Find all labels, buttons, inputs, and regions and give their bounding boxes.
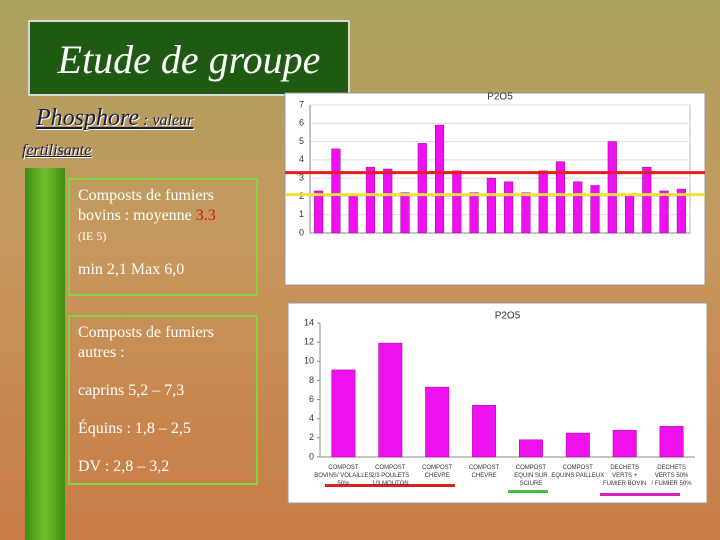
bar bbox=[452, 170, 462, 234]
x-tick-label: COMPOST EQUINS PAILLEUX bbox=[551, 465, 604, 479]
bar bbox=[469, 192, 479, 234]
bar bbox=[314, 190, 324, 234]
bar bbox=[565, 432, 590, 458]
y-tick-label: 5 bbox=[299, 136, 304, 146]
subtitle-line2: fertilisante bbox=[22, 142, 92, 159]
label-line: 2/3 POULETS bbox=[371, 473, 409, 479]
bar bbox=[538, 170, 548, 234]
bar bbox=[624, 194, 635, 234]
subtitle-rest: : valeur bbox=[139, 112, 194, 129]
bar bbox=[555, 161, 566, 234]
bar bbox=[383, 168, 393, 234]
bar bbox=[417, 143, 427, 234]
y-tick-label: 6 bbox=[309, 394, 314, 404]
label-line: 50% bbox=[337, 481, 350, 487]
text-box: Composts de fumiers autres : caprins 5,2… bbox=[68, 315, 258, 485]
label-line: VERTS + bbox=[612, 473, 638, 479]
label-line: CHEVRE bbox=[472, 473, 497, 479]
x-tick-label: COMPOST EQUIN SUR SCIURE bbox=[514, 465, 548, 487]
label-line: EQUINS PAILLEUX bbox=[551, 473, 604, 479]
bar bbox=[573, 181, 583, 234]
box-line: caprins 5,2 – 7,3 bbox=[78, 382, 185, 399]
x-tick-label: DECHETS VERTS 50% / FUMIER 50% bbox=[652, 465, 693, 487]
label-line: COMPOST bbox=[328, 465, 359, 471]
bar bbox=[331, 148, 341, 234]
label-line: SCIURE bbox=[520, 481, 543, 487]
slide-title: Etude de groupe bbox=[28, 20, 350, 96]
y-tick-label: 6 bbox=[299, 118, 304, 128]
x-tick-label: COMPOST BOVINS/ VOLAILLES 50% bbox=[314, 465, 372, 487]
box-text: Composts de fumiers bovins : moyenne 3.3 bbox=[78, 186, 248, 226]
y-tick-label: 10 bbox=[304, 356, 314, 366]
bar bbox=[504, 181, 514, 234]
y-tick-label: 0 bbox=[299, 227, 304, 237]
subtitle-main: Phosphore bbox=[36, 105, 140, 131]
group-underline bbox=[325, 484, 455, 487]
bar bbox=[378, 342, 403, 458]
bar bbox=[472, 405, 497, 458]
y-tick-label: 4 bbox=[309, 413, 314, 423]
box-line: Composts de fumiers bovins : moyenne bbox=[78, 187, 214, 224]
subtitle: Phosphore : valeur bbox=[36, 105, 193, 132]
bar bbox=[400, 192, 410, 234]
bar bbox=[518, 439, 543, 458]
label-line: COMPOST bbox=[469, 465, 500, 471]
box-line: DV : 2,8 – 3,2 bbox=[78, 458, 170, 475]
label-line: VERTS 50% bbox=[655, 473, 689, 479]
label-line: FUMIER BOVIN bbox=[603, 481, 646, 487]
box-note: (IE 5) bbox=[78, 229, 107, 243]
y-tick-label: 8 bbox=[309, 375, 314, 385]
bar bbox=[348, 194, 358, 234]
bar bbox=[612, 429, 637, 458]
bar bbox=[365, 166, 376, 234]
bar bbox=[659, 426, 684, 458]
bar bbox=[676, 188, 686, 234]
label-line: COMPOST bbox=[422, 465, 453, 471]
y-tick-label: 7 bbox=[299, 99, 304, 109]
x-tick-label: COMPOST 2/3 POULETS 1/3 MOUTON bbox=[371, 465, 409, 487]
bar bbox=[331, 369, 356, 458]
label-line: / FUMIER 50% bbox=[652, 481, 693, 487]
x-tick-label: DECHETS VERTS + FUMIER BOVIN bbox=[603, 465, 646, 487]
bar bbox=[607, 141, 617, 234]
label-line: EQUIN SUR bbox=[514, 473, 548, 479]
bar bbox=[425, 386, 450, 458]
text-box: Composts de fumiers bovins : moyenne 3.3… bbox=[68, 178, 258, 296]
label-line: COMPOST bbox=[375, 465, 406, 471]
label-line: BOVINS/ VOLAILLES bbox=[314, 473, 372, 479]
group-underline bbox=[600, 493, 680, 496]
label-line: DECHETS bbox=[657, 465, 686, 471]
chart-panel bbox=[287, 302, 708, 504]
box-line: Composts de fumiers autres : bbox=[78, 324, 214, 361]
label-line: 1/3 MOUTON bbox=[372, 481, 409, 487]
y-tick-label: 1 bbox=[299, 209, 304, 219]
chart-title: P2O5 bbox=[495, 311, 521, 322]
label-line: DECHETS bbox=[610, 465, 639, 471]
y-tick-label: 3 bbox=[299, 173, 304, 183]
bar bbox=[486, 177, 496, 234]
y-tick-label: 14 bbox=[304, 317, 314, 327]
green-bar bbox=[25, 168, 65, 540]
bar bbox=[434, 124, 445, 234]
y-tick-label: 12 bbox=[304, 337, 314, 347]
box-line: Équins : 1,8 – 2,5 bbox=[78, 420, 191, 437]
label-line: COMPOST bbox=[563, 465, 594, 471]
y-tick-label: 2 bbox=[309, 432, 314, 442]
label-line: COMPOST bbox=[516, 465, 547, 471]
group-underline bbox=[508, 490, 548, 493]
bar bbox=[659, 190, 669, 234]
chart-title: P2O5 bbox=[487, 92, 513, 103]
bar bbox=[642, 166, 652, 234]
x-tick-label: COMPOST CHEVRE bbox=[469, 465, 500, 479]
label-line: CHEVRE bbox=[425, 473, 450, 479]
mean-value: 3.3 bbox=[195, 207, 216, 224]
x-tick-label: COMPOST CHEVRE bbox=[422, 465, 453, 479]
box-range: min 2,1 Max 6,0 bbox=[78, 261, 185, 278]
bar bbox=[521, 192, 531, 234]
y-tick-label: 4 bbox=[299, 154, 304, 164]
bar bbox=[590, 185, 600, 234]
y-tick-label: 0 bbox=[309, 451, 314, 461]
